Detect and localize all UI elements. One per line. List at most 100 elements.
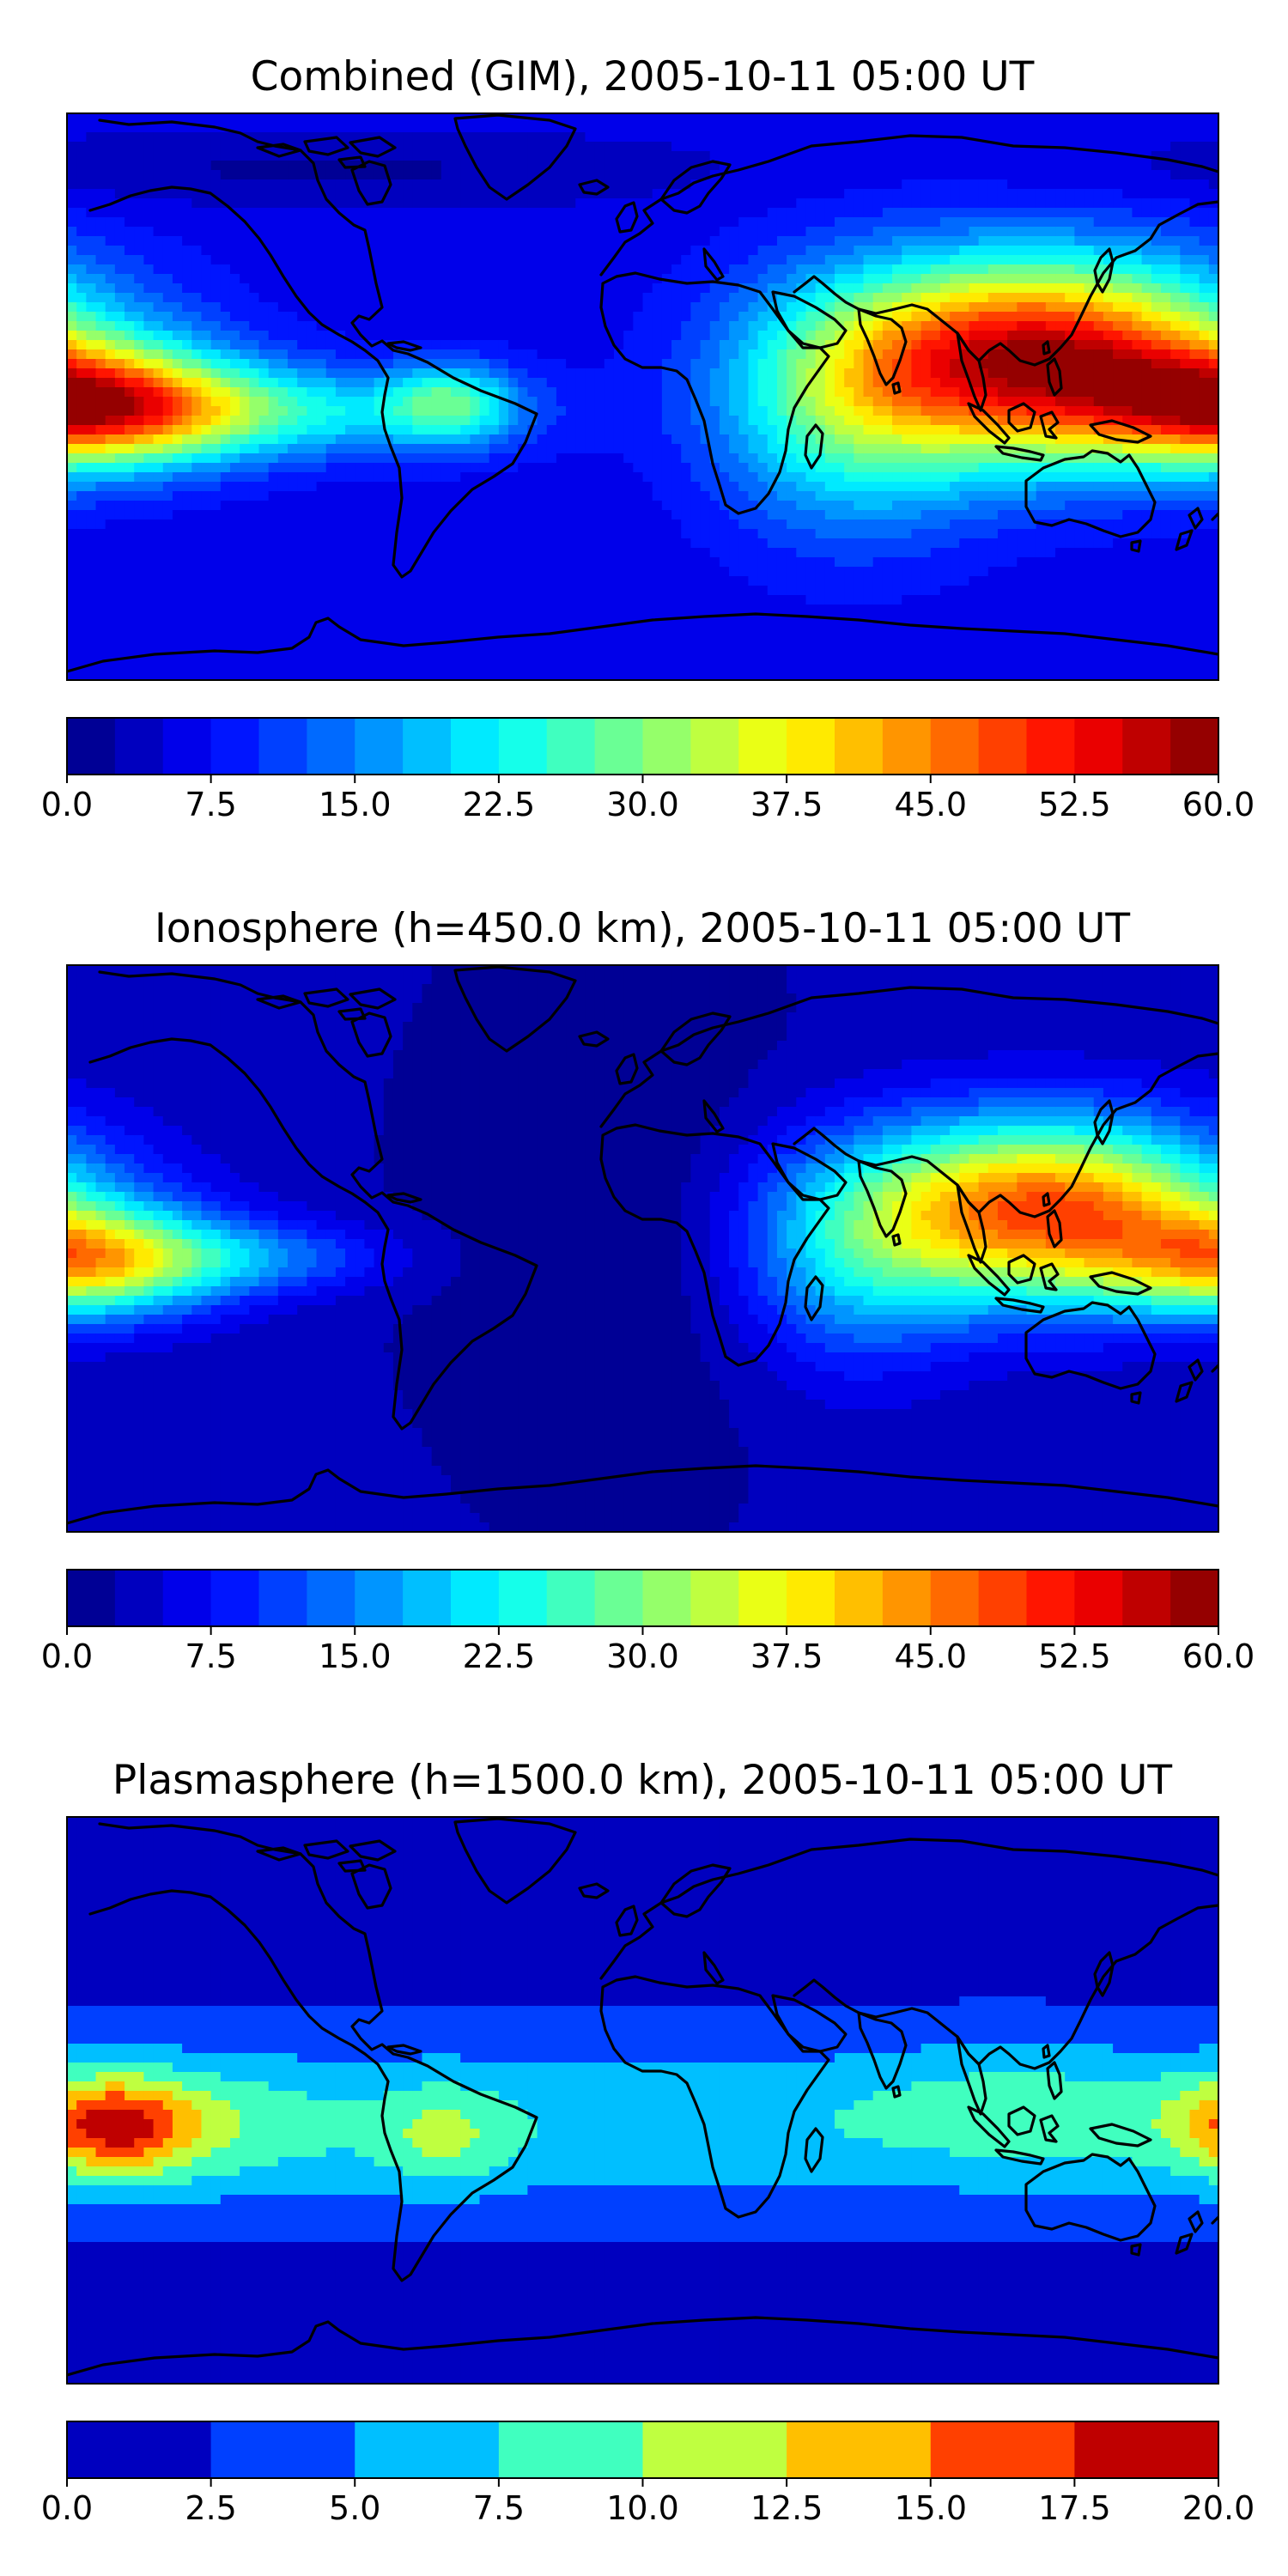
heatmap-cell: [316, 142, 327, 152]
heatmap-cell: [307, 189, 318, 199]
heatmap-cell: [738, 236, 750, 246]
heatmap-cell: [220, 491, 231, 501]
heatmap-cell: [422, 349, 433, 360]
heatmap-cell: [537, 189, 548, 199]
heatmap-cell: [277, 349, 289, 360]
heatmap-cell: [1199, 331, 1210, 341]
heatmap-cell: [210, 198, 222, 209]
heatmap-cell: [757, 444, 769, 454]
heatmap-cell: [633, 472, 644, 483]
heatmap-cell: [987, 397, 999, 407]
heatmap-cell: [498, 349, 509, 360]
heatmap-cell: [172, 406, 183, 416]
heatmap-cell: [325, 255, 337, 265]
heatmap-cell: [633, 434, 644, 445]
heatmap-cell: [1103, 425, 1114, 435]
heatmap-cell: [1132, 227, 1143, 237]
heatmap-cell: [930, 321, 941, 331]
heatmap-cell: [518, 151, 529, 161]
heatmap-cell: [824, 302, 835, 313]
heatmap-cell: [498, 472, 509, 483]
heatmap-cell: [527, 444, 538, 454]
heatmap-cell: [392, 161, 404, 171]
heatmap-cell: [757, 359, 769, 369]
heatmap-cell: [1141, 491, 1152, 501]
heatmap-cell: [594, 359, 605, 369]
heatmap-cell: [1113, 179, 1123, 190]
heatmap-cell: [297, 321, 307, 331]
heatmap-cell: [240, 151, 250, 161]
heatmap-cell: [930, 444, 941, 454]
heatmap-cell: [805, 283, 817, 294]
heatmap-cell: [892, 123, 902, 133]
heatmap-cell: [422, 453, 433, 464]
heatmap-cell: [1055, 302, 1066, 313]
heatmap-cell: [566, 491, 576, 501]
heatmap-cell: [537, 198, 548, 209]
heatmap-cell: [767, 246, 778, 256]
heatmap-cell: [240, 349, 250, 360]
heatmap-cell: [604, 151, 615, 161]
heatmap-cell: [959, 302, 970, 313]
heatmap-cell: [1189, 397, 1200, 407]
heatmap-cell: [518, 198, 529, 209]
heatmap-cell: [364, 406, 375, 416]
heatmap-cell: [585, 236, 596, 246]
heatmap-cell: [824, 425, 835, 435]
heatmap-cell: [613, 123, 624, 133]
heatmap-cell: [1084, 198, 1095, 209]
heatmap-cell: [1026, 312, 1037, 322]
heatmap-cell: [892, 406, 902, 416]
heatmap-cell: [556, 368, 567, 379]
heatmap-cell: [748, 217, 759, 228]
heatmap-cell: [939, 179, 951, 190]
heatmap-cell: [854, 453, 865, 464]
heatmap-cell: [997, 161, 1008, 171]
heatmap-cell: [162, 359, 173, 369]
heatmap-cell: [76, 208, 87, 218]
heatmap-cell: [537, 293, 548, 303]
heatmap-cell: [1036, 179, 1047, 190]
heatmap-cell: [748, 463, 759, 473]
heatmap-cell: [1055, 161, 1066, 171]
heatmap-cell: [796, 170, 807, 180]
heatmap-cell: [892, 491, 902, 501]
heatmap-cell: [805, 406, 817, 416]
heatmap-cell: [325, 217, 337, 228]
heatmap-cell: [125, 406, 135, 416]
heatmap-cell: [939, 472, 951, 483]
heatmap-cell: [1141, 264, 1152, 275]
heatmap-cell: [661, 246, 672, 256]
heatmap-cell: [134, 227, 145, 237]
heatmap-cell: [518, 331, 529, 341]
heatmap-cell: [1199, 425, 1210, 435]
heatmap-cell: [489, 132, 500, 143]
heatmap-cell: [796, 264, 807, 275]
heatmap-cell: [1122, 255, 1133, 265]
heatmap-cell: [623, 161, 634, 171]
heatmap-cell: [134, 274, 145, 284]
heatmap-cell: [451, 227, 461, 237]
heatmap-cell: [1017, 482, 1028, 492]
heatmap-cell: [815, 368, 826, 379]
heatmap-cell: [661, 378, 672, 388]
heatmap-cell: [902, 283, 912, 294]
heatmap-cell: [479, 378, 490, 388]
heatmap-cell: [67, 368, 77, 379]
heatmap-cell: [364, 416, 375, 426]
heatmap-cell: [930, 416, 941, 426]
heatmap-cell: [939, 236, 951, 246]
heatmap-cell: [392, 293, 404, 303]
heatmap-cell: [440, 302, 452, 313]
heatmap-cell: [182, 227, 192, 237]
heatmap-cell: [787, 123, 797, 133]
heatmap-cell: [1122, 368, 1133, 379]
heatmap-cell: [863, 331, 874, 341]
heatmap-cell: [824, 189, 835, 199]
heatmap-cell: [546, 293, 557, 303]
heatmap-cell: [796, 416, 807, 426]
heatmap-cell: [498, 236, 509, 246]
heatmap-cell: [1180, 236, 1191, 246]
heatmap-cell: [451, 491, 461, 501]
heatmap-cell: [125, 321, 135, 331]
